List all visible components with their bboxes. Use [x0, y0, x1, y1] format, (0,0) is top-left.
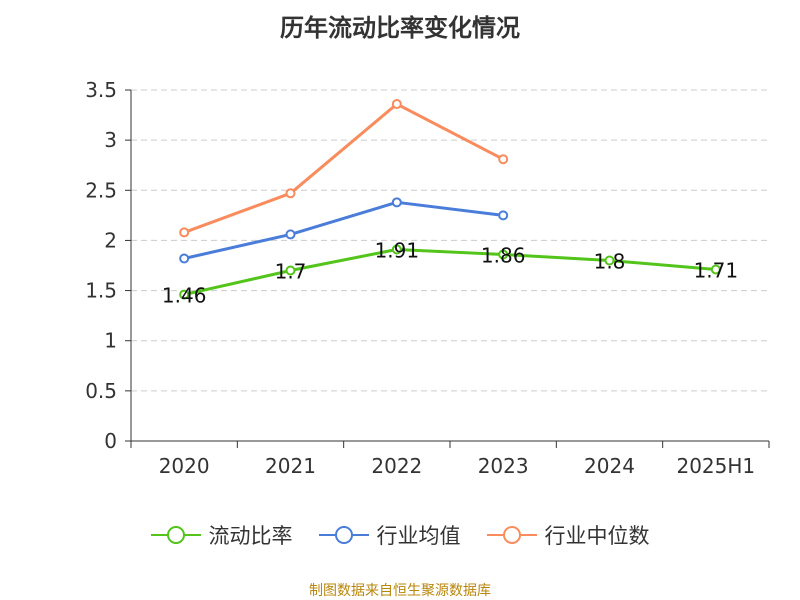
legend-item-current-ratio[interactable]: 流动比率 — [150, 520, 293, 550]
legend-label: 行业均值 — [376, 524, 461, 548]
data-point-current-ratio — [391, 244, 402, 255]
y-tick-label: 1 — [104, 329, 117, 353]
data-label: 1.8 — [594, 249, 626, 273]
legend-label: 流动比率 — [208, 524, 293, 548]
data-label: 1.86 — [481, 243, 526, 267]
data-point-current-ratio — [285, 265, 296, 276]
data-point-current-ratio — [710, 264, 721, 275]
y-tick-label: 3.5 — [85, 78, 117, 102]
data-point-current-ratio — [498, 249, 509, 260]
y-tick-label: 2 — [104, 228, 117, 252]
source-note: 制图数据来自恒生聚源数据库 — [309, 583, 491, 599]
legend: 流动比率 行业均值 行业中位数 — [0, 520, 800, 550]
data-point-industry-mean — [285, 229, 296, 240]
legend-line-marker-icon — [486, 526, 537, 544]
series-line-current-ratio — [183, 247, 716, 297]
x-tick-label: 2024 — [584, 454, 635, 478]
data-point-industry-median — [391, 99, 402, 110]
y-tick-label: 0 — [104, 429, 117, 453]
legend-line-marker-icon — [318, 526, 369, 544]
data-point-industry-mean — [498, 210, 509, 221]
legend-swatch-marker — [334, 526, 353, 544]
series-line-industry-mean — [183, 200, 504, 260]
legend-item-industry-median[interactable]: 行业中位数 — [486, 520, 650, 550]
series-line-industry-median — [183, 102, 504, 234]
x-tick-label: 2025H1 — [676, 454, 755, 478]
legend-swatch-marker — [166, 526, 185, 544]
data-point-current-ratio — [179, 289, 190, 300]
data-point-industry-mean — [179, 253, 190, 264]
data-label: 1.46 — [162, 284, 207, 308]
data-point-industry-median — [498, 154, 509, 165]
legend-item-industry-mean[interactable]: 行业均值 — [318, 520, 461, 550]
legend-line-marker-icon — [150, 526, 201, 544]
data-label: 1.7 — [275, 260, 307, 284]
data-point-industry-mean — [391, 197, 402, 208]
data-point-industry-median — [285, 188, 296, 199]
x-tick-label: 2022 — [371, 454, 422, 478]
data-label: 1.91 — [375, 238, 420, 262]
legend-swatch-marker — [502, 526, 521, 544]
legend-label: 行业中位数 — [544, 524, 650, 548]
chart-title: 历年流动比率变化情况 — [280, 14, 520, 42]
y-tick-label: 1.5 — [85, 279, 117, 303]
x-tick-label: 2023 — [478, 454, 529, 478]
y-tick-label: 0.5 — [85, 379, 117, 403]
data-point-industry-median — [179, 227, 190, 238]
data-label: 1.71 — [694, 259, 739, 283]
x-tick-label: 2020 — [159, 454, 210, 478]
x-tick-label: 2021 — [265, 454, 316, 478]
data-point-current-ratio — [604, 255, 615, 266]
y-tick-label: 3 — [104, 128, 117, 152]
y-tick-label: 2.5 — [85, 178, 117, 202]
